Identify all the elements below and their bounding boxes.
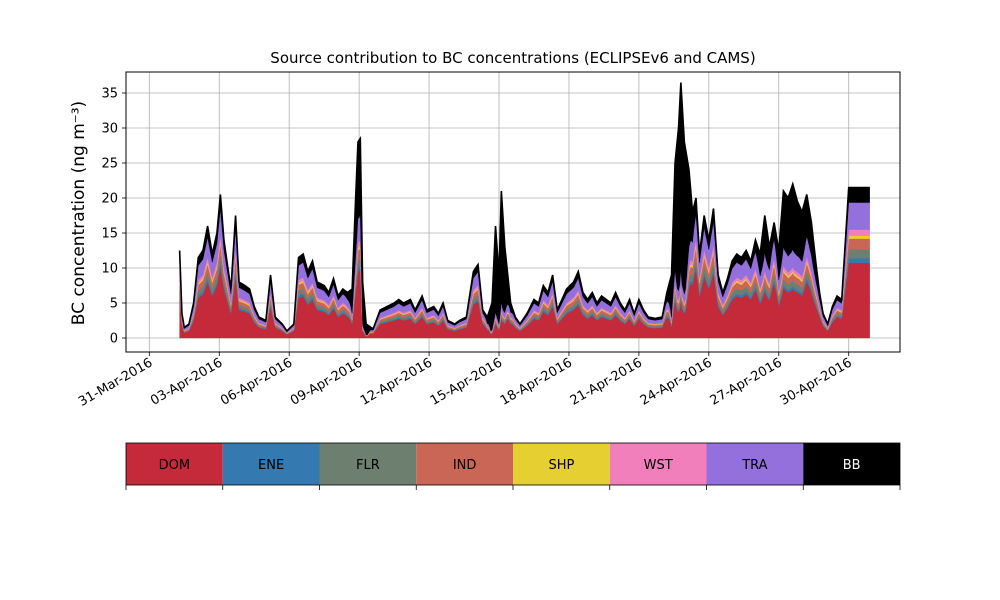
x-tick-label: 31-Mar-2016 — [76, 355, 155, 409]
y-tick-label: 0 — [110, 332, 118, 347]
y-tick-label: 20 — [101, 192, 118, 207]
legend-label-flr: FLR — [356, 458, 380, 473]
x-tick-label: 09-Apr-2016 — [288, 355, 365, 408]
legend-swatch-flr — [319, 443, 417, 485]
legend-swatch-bb — [803, 443, 900, 485]
legend-swatch-dom — [126, 443, 223, 485]
y-axis: 0 5 10 15 20 25 30 35 — [101, 87, 126, 347]
legend-swatch-wst — [609, 443, 707, 485]
x-tick-label: 27-Apr-2016 — [708, 355, 785, 408]
y-tick-label: 35 — [101, 87, 118, 102]
legend: DOM ENE FLR IND SHP WST TRA BB — [125, 442, 901, 490]
legend-label-shp: SHP — [548, 458, 574, 473]
x-tick-label: 21-Apr-2016 — [568, 355, 645, 408]
x-axis: 31-Mar-201603-Apr-201606-Apr-201609-Apr-… — [76, 352, 855, 410]
legend-swatch-shp — [513, 443, 610, 485]
y-tick-label: 30 — [101, 122, 118, 137]
y-tick-label: 10 — [101, 262, 118, 277]
legend-swatch-ind — [416, 443, 513, 485]
y-tick-label: 5 — [110, 297, 118, 312]
x-tick-label: 03-Apr-2016 — [148, 355, 225, 408]
legend-swatch-tra — [706, 443, 804, 485]
legend-label-dom: DOM — [159, 458, 190, 473]
x-tick-label: 12-Apr-2016 — [358, 355, 435, 408]
legend-label-bb: BB — [843, 458, 861, 473]
plot-frame — [125, 71, 901, 353]
total-outline — [178, 82, 870, 333]
x-tick-label: 30-Apr-2016 — [778, 355, 855, 408]
y-axis-label: BC concentration (ng m⁻³) — [69, 101, 89, 325]
stacked-areas — [178, 82, 870, 339]
y-tick-label: 25 — [101, 157, 118, 172]
legend-label-tra: TRA — [741, 458, 767, 473]
x-tick-label: 18-Apr-2016 — [498, 355, 575, 408]
legend-label-wst: WST — [644, 458, 673, 473]
legend-label-ene: ENE — [258, 458, 284, 473]
x-tick-label: 24-Apr-2016 — [638, 355, 715, 408]
x-tick-label: 06-Apr-2016 — [218, 355, 295, 408]
x-tick-label: 15-Apr-2016 — [428, 355, 505, 408]
legend-swatch-ene — [222, 443, 320, 485]
y-tick-label: 15 — [101, 227, 118, 242]
chart-title: Source contribution to BC concentrations… — [270, 49, 755, 67]
legend-label-ind: IND — [453, 458, 477, 473]
